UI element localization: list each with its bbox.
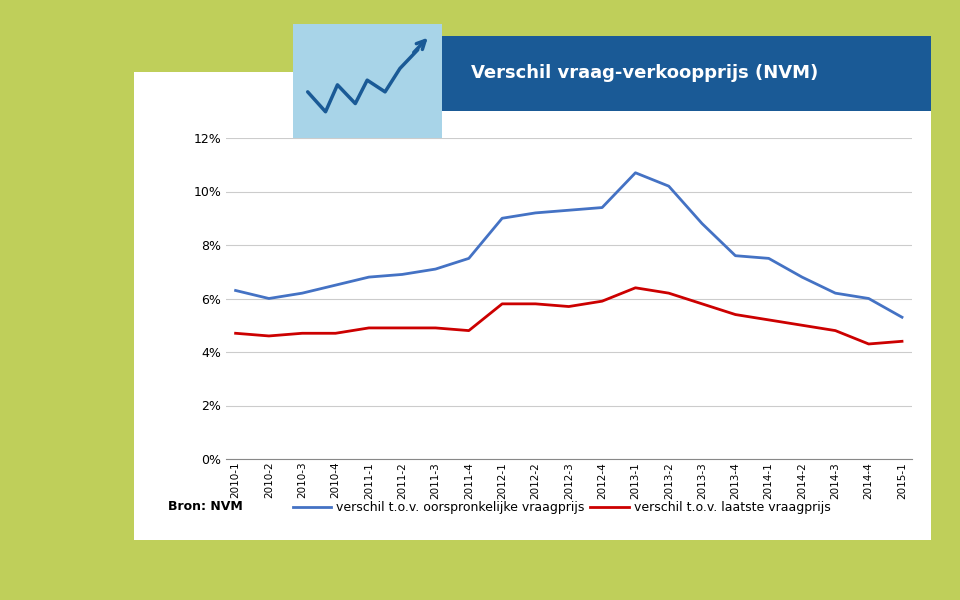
Text: Verschil vraag-verkoopprijs (NVM): Verschil vraag-verkoopprijs (NVM) <box>471 64 819 82</box>
Text: verschil t.o.v. oorspronkelijke vraagprijs: verschil t.o.v. oorspronkelijke vraagpri… <box>336 500 585 514</box>
Text: Bron: NVM: Bron: NVM <box>168 500 243 514</box>
Text: verschil t.o.v. laatste vraagprijs: verschil t.o.v. laatste vraagprijs <box>634 500 830 514</box>
